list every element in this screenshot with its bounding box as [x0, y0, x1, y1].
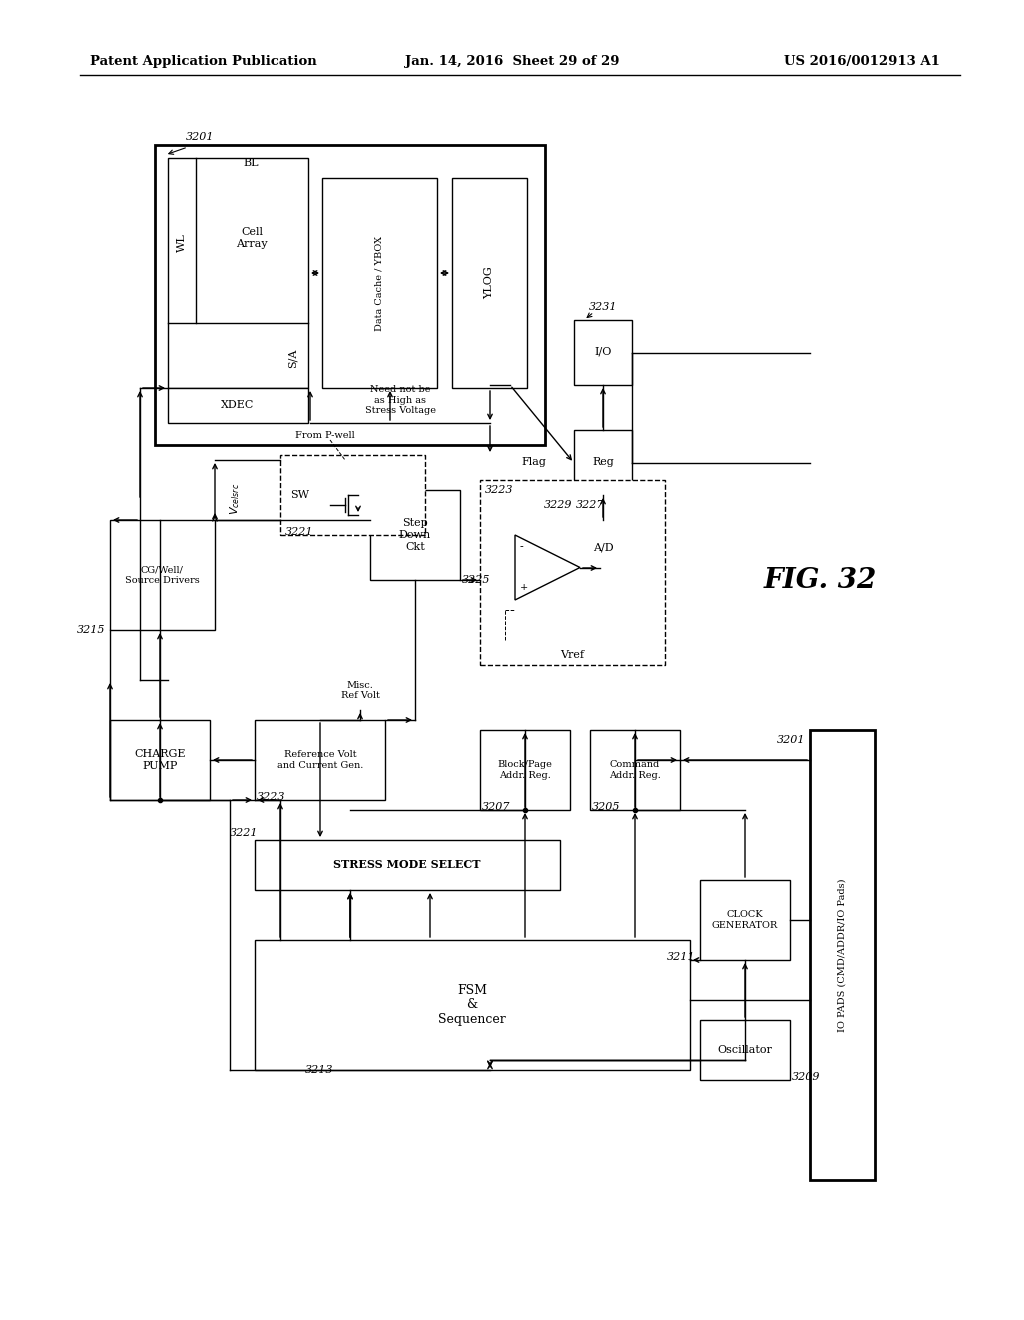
Text: Need not be
as High as
Stress Voltage: Need not be as High as Stress Voltage	[365, 385, 436, 414]
Text: 3207: 3207	[482, 803, 511, 812]
Text: 3223: 3223	[485, 484, 513, 495]
Text: -: -	[520, 543, 523, 552]
Text: A/D: A/D	[593, 543, 613, 552]
Text: +: +	[520, 583, 528, 593]
Text: I/O: I/O	[594, 347, 611, 356]
Text: 3215: 3215	[77, 624, 105, 635]
Bar	[168, 388, 308, 422]
Text: 3231: 3231	[589, 302, 617, 312]
Bar	[370, 490, 460, 579]
Text: 3211: 3211	[667, 952, 695, 962]
Text: From P-well: From P-well	[295, 432, 354, 440]
Bar	[810, 730, 874, 1180]
Text: 3225: 3225	[462, 576, 490, 585]
Text: $V_{celsrc}$: $V_{celsrc}$	[228, 483, 242, 515]
Text: S/A: S/A	[288, 348, 298, 368]
Text: Data Cache / YBOX: Data Cache / YBOX	[375, 235, 384, 330]
Text: 3205: 3205	[592, 803, 621, 812]
Bar	[574, 520, 632, 576]
Text: FSM
&
Sequencer: FSM & Sequencer	[438, 983, 506, 1027]
Text: Cell
Array: Cell Array	[237, 227, 268, 248]
Bar	[280, 455, 425, 535]
Bar	[322, 178, 437, 388]
Bar	[168, 158, 308, 388]
Text: 3201: 3201	[776, 735, 805, 744]
Text: 3213: 3213	[305, 1065, 334, 1074]
Text: Reference Volt
and Current Gen.: Reference Volt and Current Gen.	[276, 750, 364, 770]
Bar	[155, 145, 545, 445]
Text: FIG. 32: FIG. 32	[763, 566, 877, 594]
Text: Misc.
Ref Volt: Misc. Ref Volt	[341, 681, 380, 700]
Text: BL: BL	[244, 158, 259, 168]
Text: Jan. 14, 2016  Sheet 29 of 29: Jan. 14, 2016 Sheet 29 of 29	[404, 55, 620, 69]
Text: Vref: Vref	[560, 649, 584, 660]
Text: IO PADS (CMD/ADDR/IO Pads): IO PADS (CMD/ADDR/IO Pads)	[838, 878, 847, 1032]
Text: US 2016/0012913 A1: US 2016/0012913 A1	[784, 55, 940, 69]
Text: CHARGE
PUMP: CHARGE PUMP	[134, 750, 185, 771]
Bar	[452, 178, 527, 388]
Bar	[574, 319, 632, 385]
Text: 3201: 3201	[186, 132, 214, 143]
Bar	[110, 520, 215, 630]
Text: Command
Addr. Reg.: Command Addr. Reg.	[609, 760, 660, 780]
Bar	[255, 840, 560, 890]
Text: Oscillator: Oscillator	[718, 1045, 772, 1055]
Text: 3229: 3229	[544, 500, 572, 510]
Text: 3227: 3227	[575, 500, 604, 510]
Bar	[480, 730, 570, 810]
Bar	[700, 880, 790, 960]
Text: YLOG: YLOG	[484, 267, 494, 300]
Text: Patent Application Publication: Patent Application Publication	[90, 55, 316, 69]
Bar	[590, 730, 680, 810]
Bar	[480, 480, 665, 665]
Text: 3223: 3223	[257, 792, 286, 803]
Bar	[255, 719, 385, 800]
Bar	[110, 719, 210, 800]
Text: SW: SW	[290, 490, 309, 500]
Text: CLOCK
GENERATOR: CLOCK GENERATOR	[712, 911, 778, 929]
Text: CG/Well/
Source Drivers: CG/Well/ Source Drivers	[125, 565, 200, 585]
Text: Step
Down
Ckt: Step Down Ckt	[399, 519, 431, 552]
Text: Block/Page
Addr. Reg.: Block/Page Addr. Reg.	[498, 760, 552, 780]
Text: STRESS MODE SELECT: STRESS MODE SELECT	[333, 859, 480, 870]
Polygon shape	[515, 535, 580, 601]
Text: WL: WL	[177, 234, 187, 252]
Text: 3221: 3221	[285, 527, 313, 537]
Text: 3221: 3221	[230, 828, 258, 838]
Text: Reg: Reg	[592, 457, 613, 467]
Text: XDEC: XDEC	[221, 400, 255, 411]
Text: Flag: Flag	[521, 457, 546, 467]
Bar	[700, 1020, 790, 1080]
Bar	[255, 940, 690, 1071]
Text: 3209: 3209	[792, 1072, 820, 1082]
Bar	[574, 430, 632, 495]
